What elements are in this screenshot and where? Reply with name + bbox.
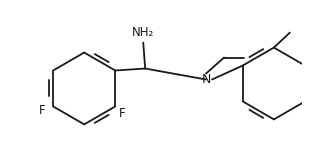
Text: F: F [39,104,45,117]
Text: F: F [119,107,126,120]
Text: N: N [201,73,211,86]
Text: NH₂: NH₂ [132,26,154,39]
